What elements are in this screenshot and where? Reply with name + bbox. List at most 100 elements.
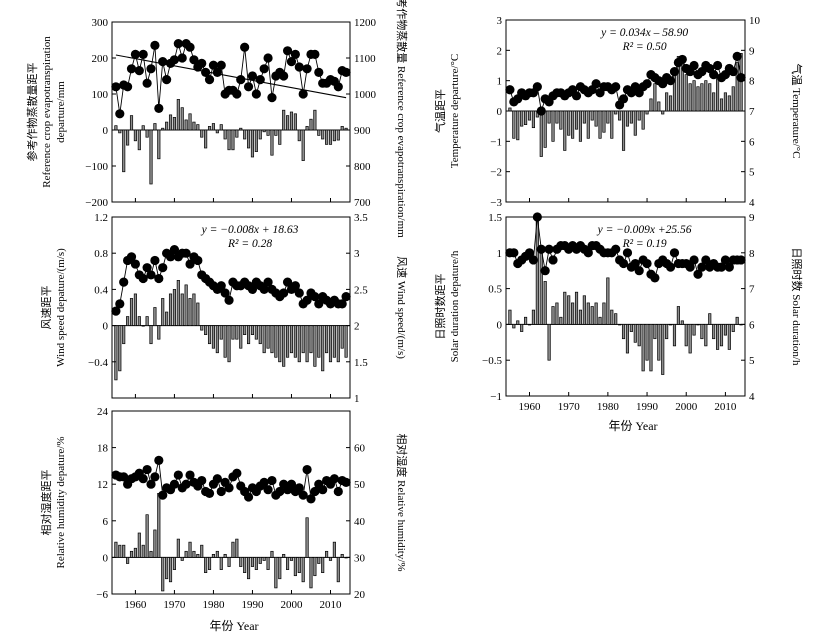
anomaly-bar [594, 302, 598, 325]
data-point [111, 82, 121, 92]
anomaly-bar [262, 129, 266, 133]
data-point [689, 255, 699, 265]
data-point [693, 269, 703, 279]
anomaly-bar [578, 110, 583, 142]
y-tick-label-right: 900 [354, 125, 371, 137]
y-tick-label-left: 0 [103, 125, 109, 137]
data-point [310, 292, 320, 302]
anomaly-bar [196, 553, 200, 558]
anomaly-bar [512, 110, 516, 139]
anomaly-bar [289, 111, 294, 131]
anomaly-bar [211, 123, 216, 131]
anomaly-bar [258, 129, 262, 140]
data-point [185, 42, 195, 52]
y-tick-label-right: 3.5 [354, 212, 368, 224]
y-tick-label-left: 0 [103, 552, 109, 564]
anomaly-bar [114, 325, 118, 381]
data-point [611, 244, 621, 254]
anomaly-bar [313, 325, 317, 367]
anomaly-bar [625, 110, 630, 127]
data-point [169, 244, 180, 255]
anomaly-bar [563, 110, 567, 151]
data-point [126, 252, 137, 262]
anomaly-bar [192, 121, 196, 131]
data-point [232, 89, 242, 99]
anomaly-bar [527, 324, 532, 326]
data-point [177, 53, 187, 63]
data-point [618, 94, 629, 104]
data-point [224, 295, 234, 305]
anomaly-bar [586, 110, 590, 139]
y-tick-label-left: 0.4 [94, 284, 108, 296]
y-tick-label-right: 6 [749, 319, 755, 331]
trend-r2: R² = 0.28 [227, 238, 272, 250]
anomaly-bar [114, 125, 118, 131]
data-point [146, 270, 156, 280]
data-point [146, 64, 156, 74]
y-tick-label-right: 8 [749, 76, 755, 88]
data-point [279, 71, 289, 81]
anomaly-bar [559, 110, 563, 130]
anomaly-bar [340, 553, 344, 558]
anomaly-bar [168, 557, 173, 583]
anomaly-bar [289, 325, 294, 354]
y-tick-label-left: 1.2 [94, 212, 108, 224]
x-tick-label: 1980 [202, 599, 225, 611]
anomaly-bar [231, 129, 235, 151]
trend-equation: y = −0.008x + 18.63 [201, 224, 299, 236]
anomaly-bar [712, 324, 716, 340]
data-point [310, 49, 320, 60]
anomaly-bar [180, 557, 184, 561]
anomaly-bar [309, 118, 313, 131]
y-tick-label-right: 800 [354, 161, 371, 173]
x-tick-label: 1960 [124, 599, 147, 611]
data-point [154, 103, 164, 113]
anomaly-bar [328, 557, 333, 561]
anomaly-bar [192, 293, 196, 326]
anomaly-bar [153, 529, 157, 558]
anomaly-bar [645, 324, 649, 361]
anomaly-bar [207, 557, 212, 570]
anomaly-bar [629, 324, 633, 332]
anomaly-bar [614, 313, 618, 325]
anomaly-bar [239, 127, 243, 131]
y-tick-label-left: 300 [92, 17, 109, 29]
anomaly-bar [708, 313, 712, 325]
y-tick-label-left: 24 [97, 406, 109, 418]
plot-frame [505, 216, 746, 397]
anomaly-bar [172, 557, 176, 570]
anomaly-bar [325, 550, 329, 558]
plot-frame [111, 21, 351, 203]
anomaly-bar [126, 129, 130, 146]
data-point [240, 42, 250, 52]
y-axis-label-left: 日照时数距平 [434, 274, 447, 340]
anomaly-bar [716, 77, 720, 112]
data-point [732, 51, 742, 62]
anomaly-bar [200, 325, 204, 331]
anomaly-bar [204, 129, 208, 149]
anomaly-bar [301, 557, 305, 583]
anomaly-bar [524, 316, 528, 325]
y-axis-label-left: 气温距平 [433, 89, 447, 133]
data-point [263, 53, 273, 63]
anomaly-bar [266, 325, 270, 349]
y-tick-label-right: 5 [749, 167, 755, 179]
y-tick-label-right: 10 [749, 15, 761, 27]
anomaly-bar [215, 325, 219, 354]
data-point [259, 284, 269, 294]
y-tick-label-left: −0.5 [482, 355, 502, 367]
anomaly-bar [145, 316, 149, 326]
anomaly-bar [266, 557, 270, 570]
anomaly-bar [571, 110, 575, 139]
y-tick-label-left: 0 [103, 321, 109, 333]
data-point [282, 277, 293, 287]
y-tick-label-right: 2 [354, 321, 360, 333]
data-point [126, 64, 137, 74]
data-point [247, 71, 258, 81]
anomaly-bar [184, 284, 188, 326]
y-tick-label-right: 1000 [354, 89, 377, 101]
anomaly-bar [235, 538, 239, 558]
anomaly-bar [293, 325, 297, 358]
anomaly-bar [297, 557, 301, 574]
